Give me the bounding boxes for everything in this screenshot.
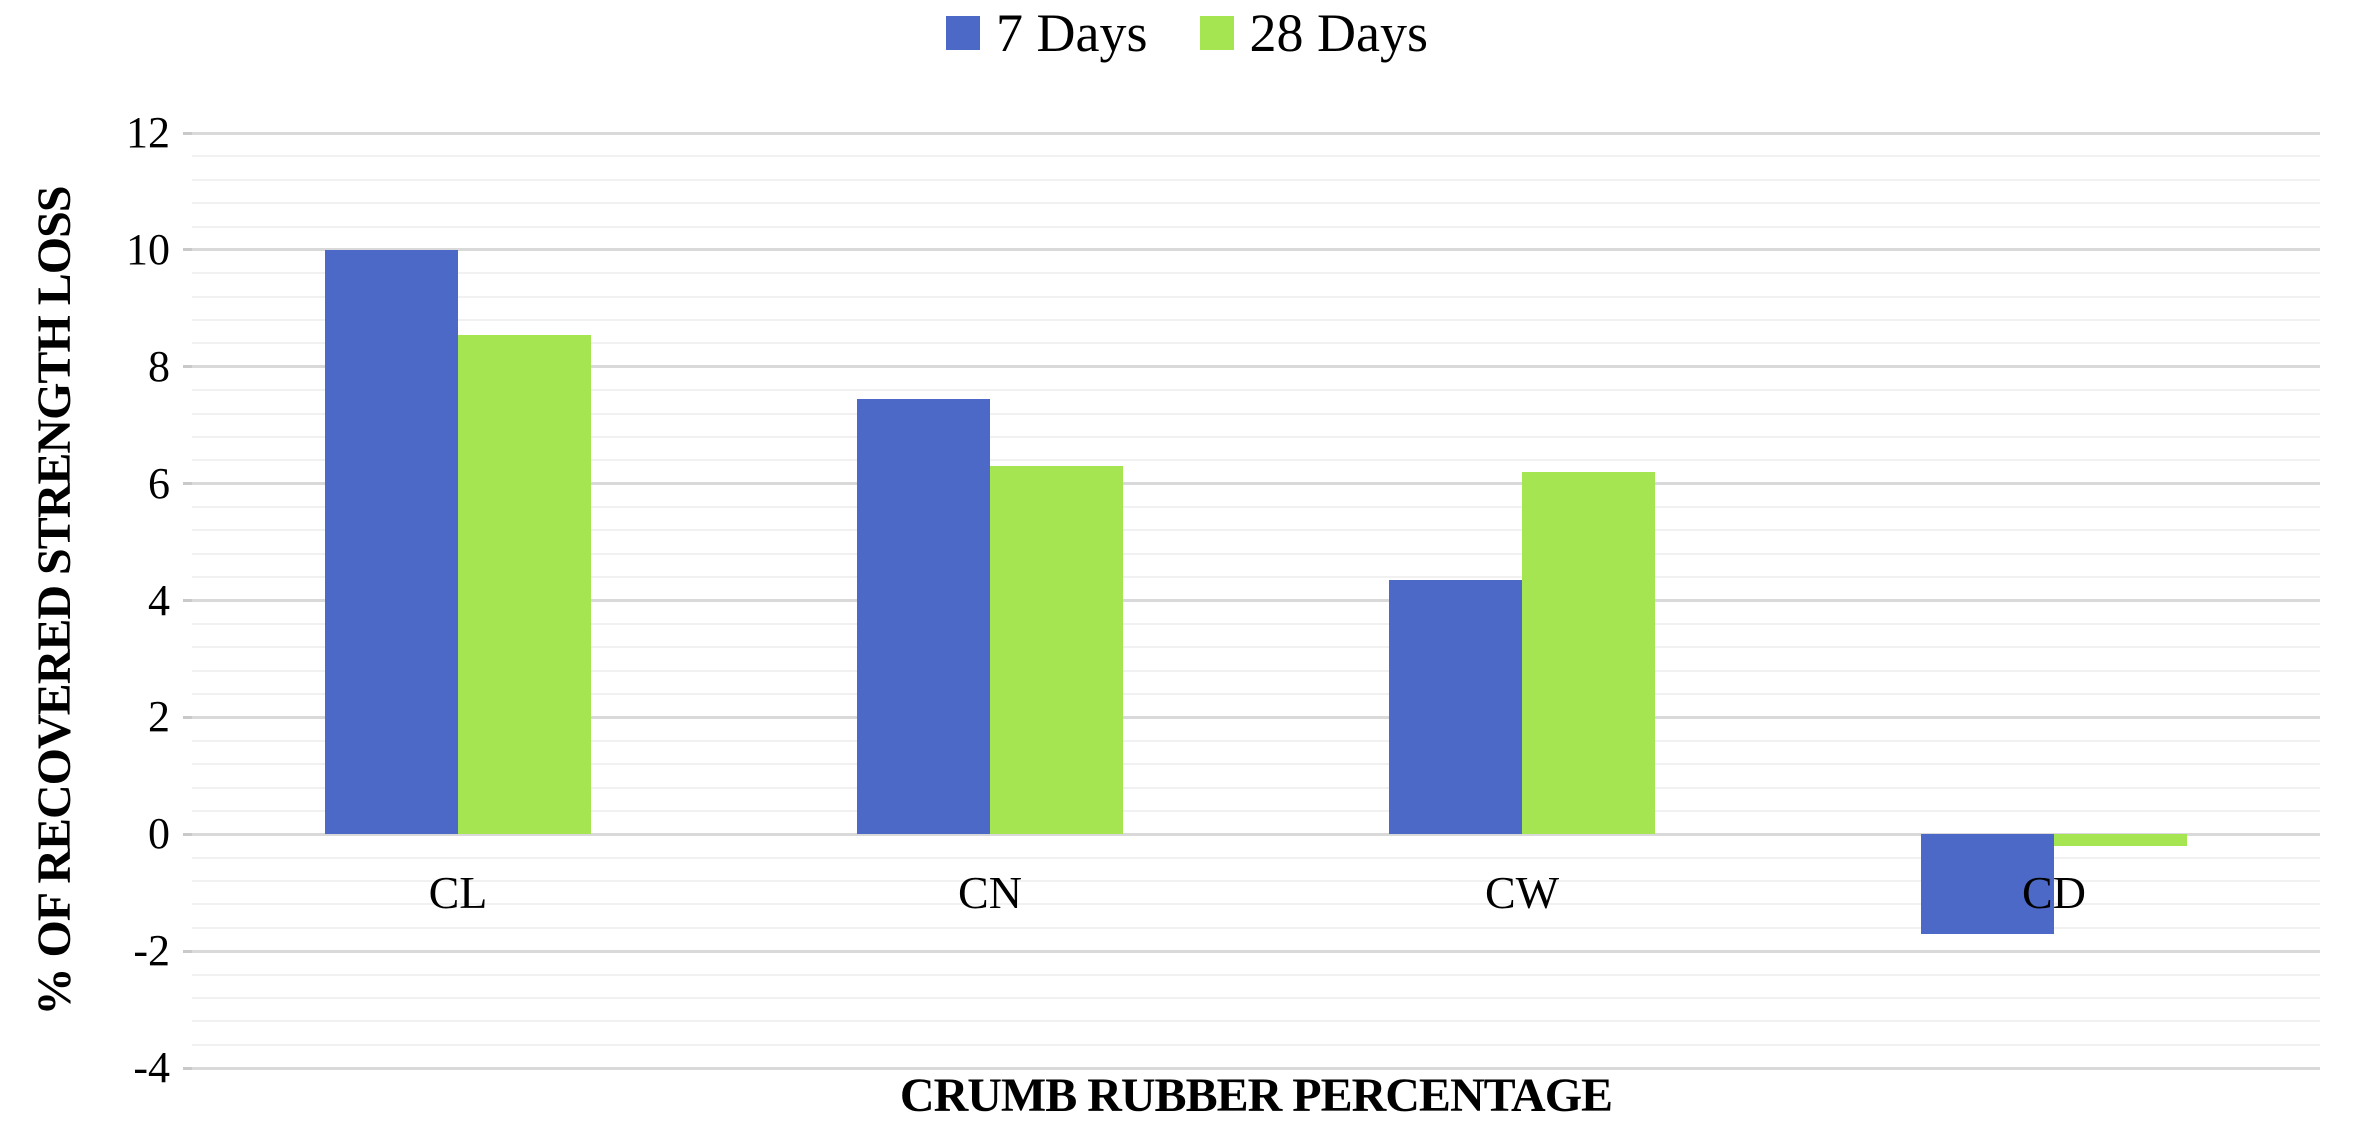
minor-gridline: [192, 809, 2320, 812]
legend-swatch-icon: [1199, 16, 1234, 50]
category-label-cd: CD: [2022, 867, 2086, 919]
bar-28-days-cd: [2054, 834, 2187, 846]
minor-gridline: [192, 552, 2320, 555]
y-tick-label: -2: [133, 926, 170, 976]
bar-28-days-cn: [990, 466, 1123, 835]
major-gridline: [192, 832, 2320, 836]
legend-label: 28 Days: [1249, 3, 1428, 63]
major-gridline: [192, 1066, 2320, 1070]
y-axis-tick-mark: [183, 1066, 192, 1070]
minor-gridline: [192, 225, 2320, 228]
x-axis-title: CRUMB RUBBER PERCENTAGE: [899, 1069, 1613, 1122]
minor-gridline: [192, 178, 2320, 181]
minor-gridline: [192, 529, 2320, 532]
legend-swatch-icon: [946, 16, 981, 50]
legend-item-28-days: 28 Days: [1199, 3, 1428, 63]
y-axis-tick-mark: [183, 949, 192, 953]
y-axis-tick-mark: [183, 832, 192, 836]
major-gridline: [192, 949, 2320, 953]
minor-gridline: [192, 576, 2320, 579]
y-tick-label: 6: [148, 458, 170, 508]
y-axis-tick-mark: [183, 599, 192, 602]
minor-gridline: [192, 389, 2320, 392]
bar-7-days-cd: [1921, 834, 2054, 934]
bar-28-days-cl: [458, 334, 591, 835]
y-tick-label: -4: [133, 1043, 170, 1092]
minor-gridline: [192, 903, 2320, 906]
category-label-cw: CW: [1484, 867, 1560, 919]
major-gridline: [192, 599, 2320, 602]
y-axis-title: % OF RECOVERED STRENGTH LOSS: [28, 185, 81, 1016]
bar-7-days-cn: [857, 398, 990, 835]
category-label-cl: CL: [428, 867, 488, 919]
minor-gridline: [192, 319, 2320, 321]
minor-gridline: [192, 342, 2320, 345]
minor-gridline: [192, 202, 2320, 205]
y-tick-label: 10: [126, 224, 170, 274]
minor-gridline: [192, 435, 2320, 438]
minor-gridline: [192, 272, 2320, 275]
minor-gridline: [192, 739, 2320, 742]
minor-gridline: [192, 880, 2320, 882]
minor-gridline: [192, 459, 2320, 462]
plot-area: CL CN CW CD: [192, 131, 2320, 1070]
minor-gridline: [192, 693, 2320, 695]
legend-item-7-days: 7 Days: [946, 3, 1148, 63]
y-axis-tick-mark: [183, 248, 192, 252]
minor-gridline: [192, 1043, 2320, 1046]
minor-gridline: [192, 506, 2320, 508]
y-tick-label: 4: [148, 575, 170, 625]
minor-gridline: [192, 155, 2320, 158]
major-gridline: [192, 131, 2320, 135]
legend-label: 7 Days: [996, 3, 1148, 63]
minor-gridline: [192, 295, 2320, 298]
y-axis-tick-mark: [183, 482, 192, 486]
y-tick-label: 0: [148, 809, 170, 859]
y-tick-label: 12: [126, 108, 170, 157]
bar-7-days-cw: [1389, 580, 1522, 835]
minor-gridline: [192, 412, 2320, 415]
y-axis-tick-mark: [183, 131, 192, 135]
y-axis-tick-mark: [183, 715, 192, 719]
minor-gridline: [192, 622, 2320, 625]
y-axis-tick-mark: [183, 365, 192, 369]
minor-gridline: [192, 646, 2320, 649]
major-gridline: [192, 715, 2320, 719]
y-tick-label: 2: [148, 692, 170, 742]
category-label-cn: CN: [958, 867, 1022, 919]
minor-gridline: [192, 996, 2320, 999]
minor-gridline: [192, 973, 2320, 976]
minor-gridline: [192, 926, 2320, 929]
minor-gridline: [192, 786, 2320, 789]
bar-7-days-cl: [325, 249, 458, 835]
y-tick-label: 8: [148, 341, 170, 391]
minor-gridline: [192, 856, 2320, 859]
major-gridline: [192, 248, 2320, 252]
legend: 7 Days 28 Days: [0, 6, 2374, 60]
major-gridline: [192, 482, 2320, 486]
bar-28-days-cw: [1522, 471, 1655, 835]
minor-gridline: [192, 669, 2320, 672]
minor-gridline: [192, 1020, 2320, 1023]
minor-gridline: [192, 763, 2320, 766]
major-gridline: [192, 365, 2320, 369]
